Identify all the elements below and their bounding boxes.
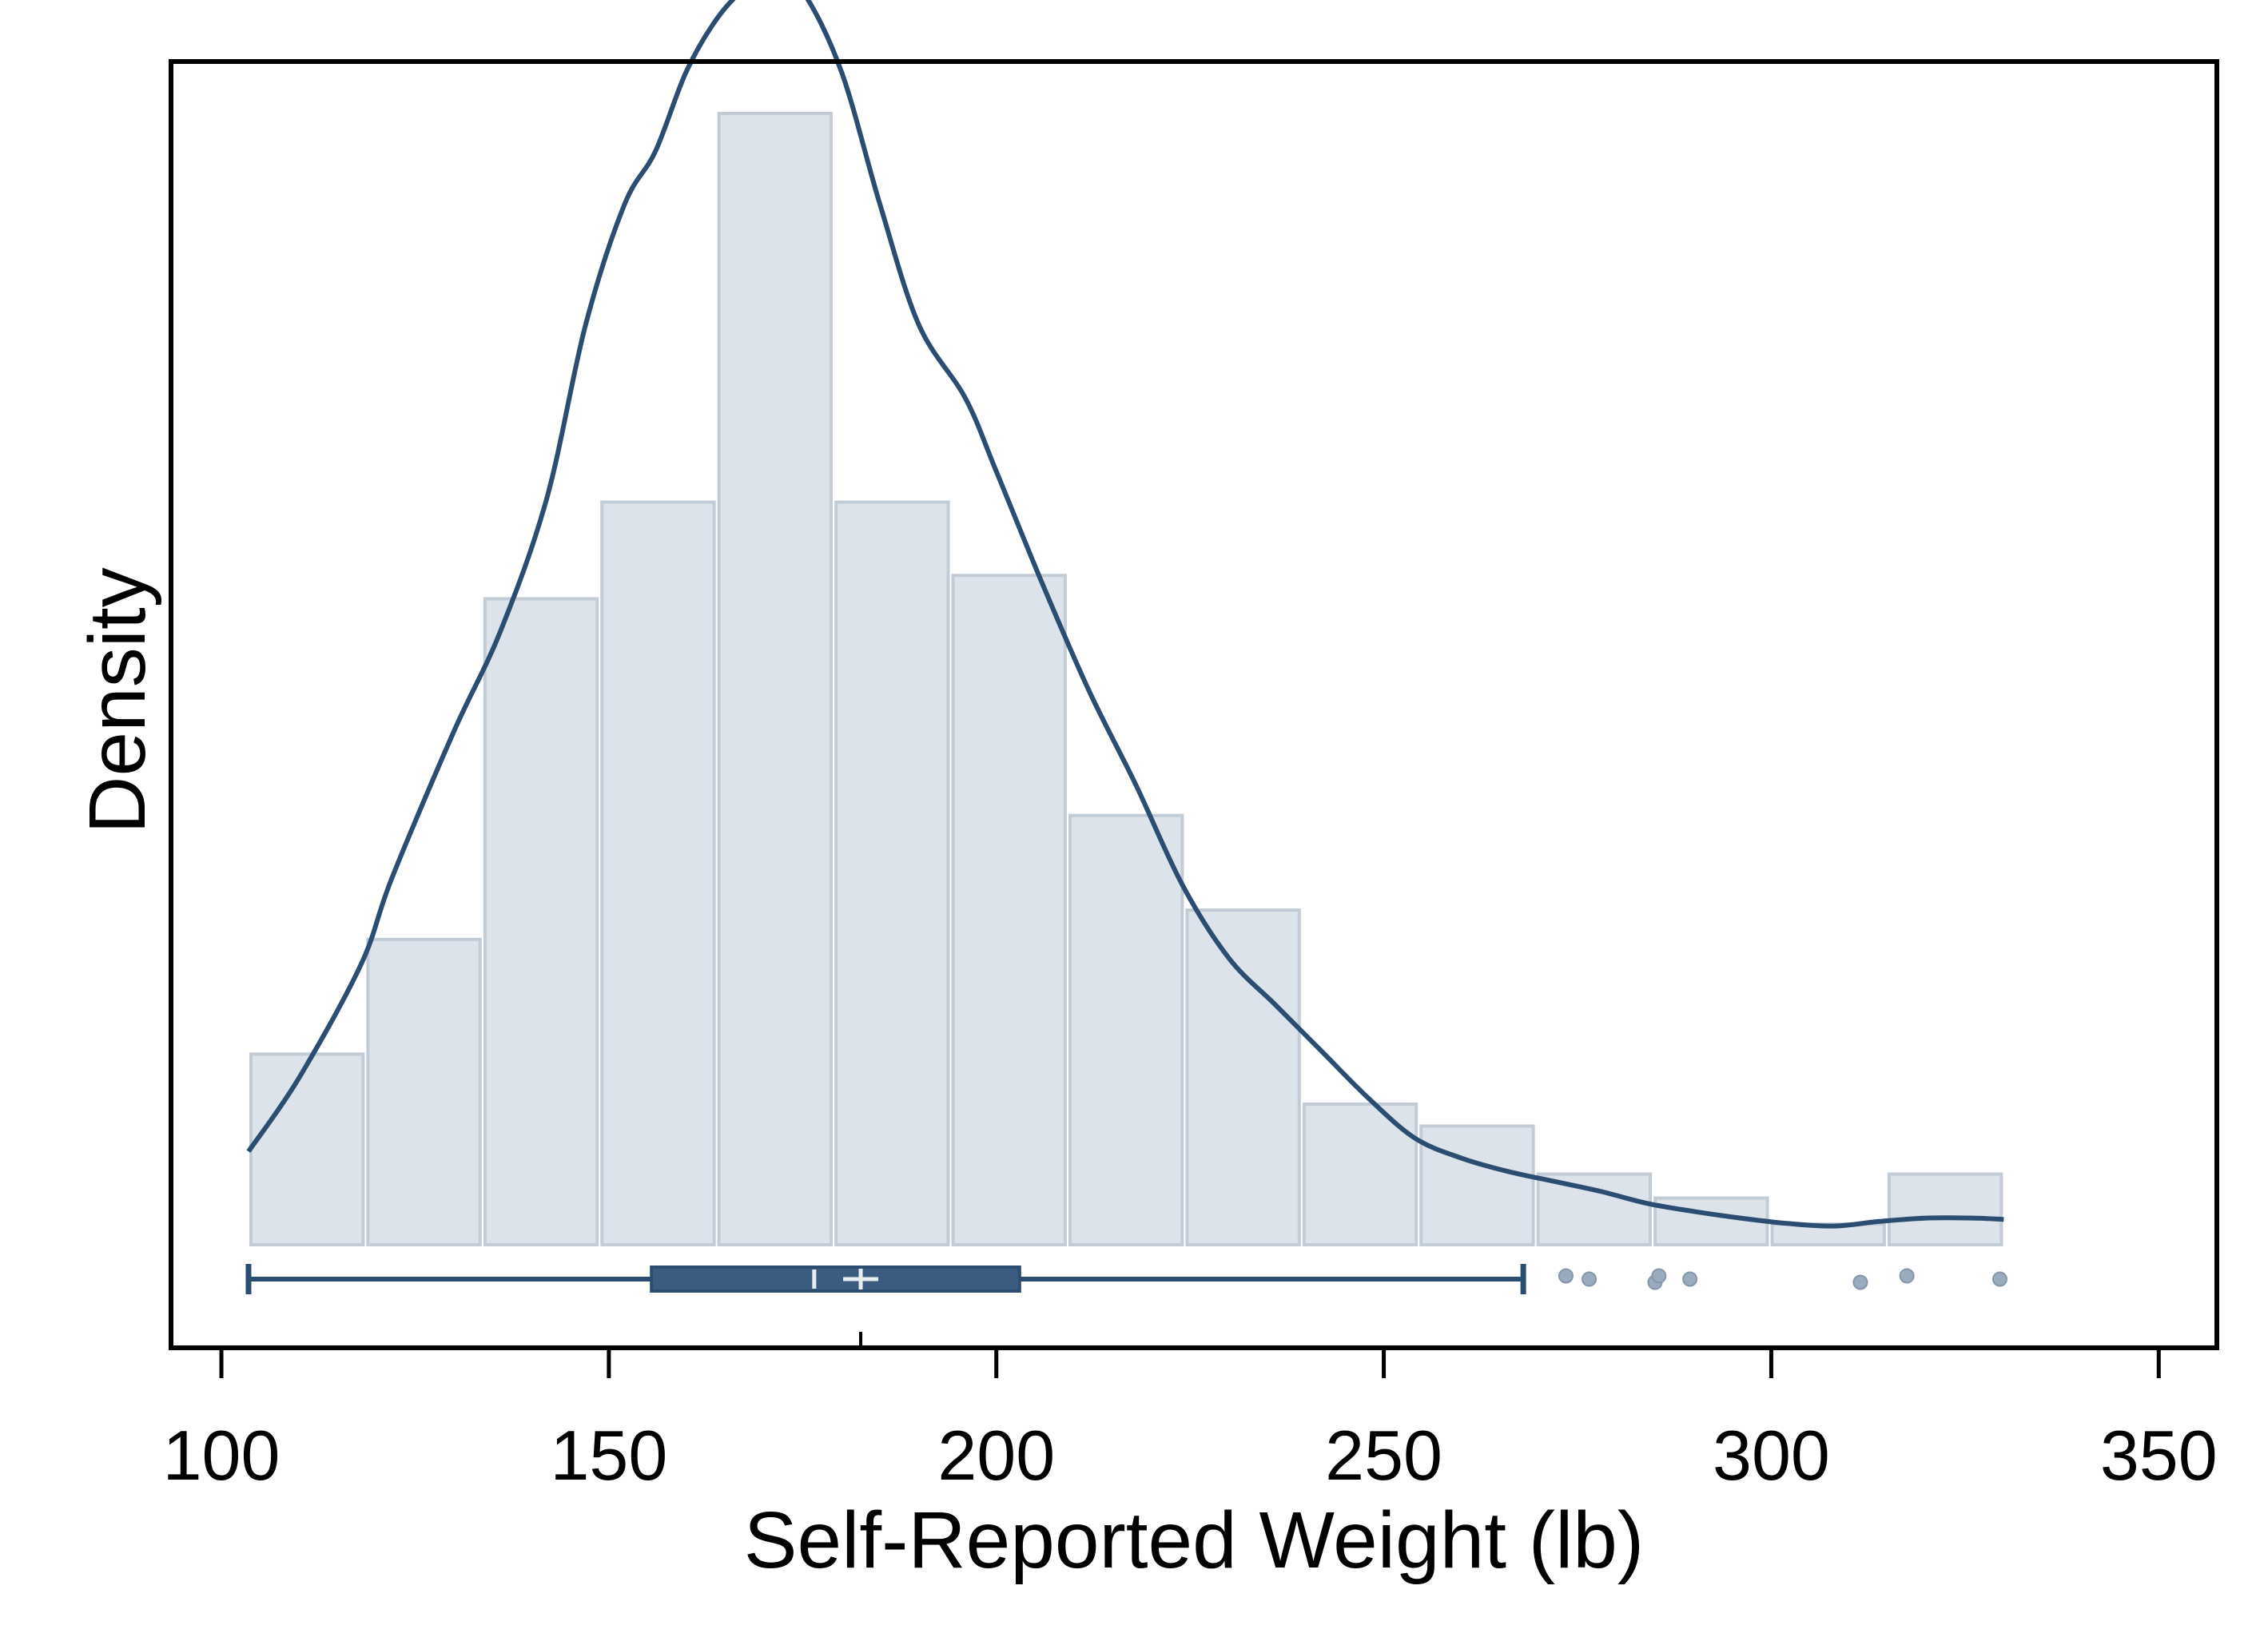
boxplot-outlier <box>1991 1271 2007 1287</box>
density-curve <box>246 0 2004 1229</box>
histogram-bar <box>1887 1172 2003 1246</box>
x-axis-ticks: 100 150 200 250 300 350 <box>163 1332 2218 1495</box>
histogram-bar <box>600 500 716 1246</box>
boxplot-iqr-box <box>650 1266 1021 1293</box>
histogram-bar <box>951 574 1067 1246</box>
x-tick-label: 150 <box>550 1416 667 1495</box>
boxplot-outlier <box>1852 1274 1868 1290</box>
plot-frame <box>169 59 2219 1350</box>
histogram-bar <box>483 597 599 1246</box>
x-tick-label: 300 <box>1713 1416 1830 1495</box>
histogram-bar <box>366 937 482 1246</box>
histogram-bar <box>1185 908 1301 1247</box>
histogram-bar <box>1536 1172 1653 1246</box>
x-tick-label: 350 <box>2100 1416 2218 1495</box>
x-tick-label: 200 <box>937 1416 1055 1495</box>
histogram-bar <box>1068 813 1184 1246</box>
x-axis-title: Self-Reported Weight (lb) <box>744 1496 1644 1585</box>
boxplot-outlier <box>1682 1271 1698 1287</box>
histogram-bars <box>249 112 2003 1247</box>
y-axis-title: Density <box>73 567 162 833</box>
boxplot-outlier <box>1582 1271 1598 1287</box>
histogram-bar <box>1419 1124 1535 1246</box>
boxplot-outlier <box>1558 1268 1574 1284</box>
histogram-bar <box>717 112 834 1246</box>
boxplot <box>245 1264 2007 1294</box>
boxplot-outlier <box>1899 1268 1915 1284</box>
boxplot-outlier <box>1651 1268 1667 1284</box>
x-tick-label: 250 <box>1325 1416 1442 1495</box>
histogram-bar <box>834 500 950 1246</box>
histogram-bar <box>249 1052 365 1246</box>
x-tick-label: 100 <box>163 1416 281 1495</box>
